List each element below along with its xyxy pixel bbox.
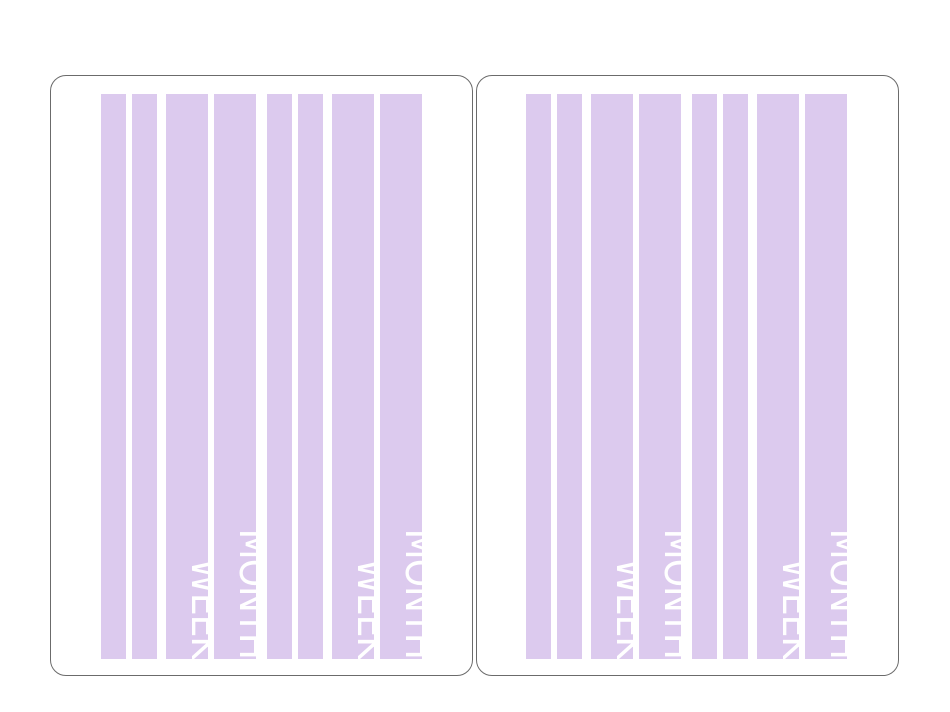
week-strip: WEEK: [332, 94, 394, 659]
week-strip: WEEK: [166, 94, 228, 659]
month-strip: MONTH: [805, 94, 867, 659]
month-strip: MONTH: [639, 94, 701, 659]
month-label: MONTH: [396, 528, 442, 659]
narrow-strip: [298, 94, 323, 659]
week-strip: WEEK: [591, 94, 653, 659]
narrow-strip: [526, 94, 551, 659]
narrow-strip: [723, 94, 748, 659]
narrow-strip: [101, 94, 126, 659]
narrow-strip: [132, 94, 157, 659]
narrow-strip: [692, 94, 717, 659]
narrow-strip: [557, 94, 582, 659]
sticker-sheet-right: WEEK MONTH WEEK MONTH: [476, 75, 899, 676]
month-strip: MONTH: [214, 94, 276, 659]
week-strip: WEEK: [757, 94, 819, 659]
month-strip: MONTH: [380, 94, 442, 659]
sticker-sheet-left: WEEK MONTH WEEK MONTH: [50, 75, 473, 676]
month-label: MONTH: [821, 528, 867, 659]
narrow-strip: [267, 94, 292, 659]
